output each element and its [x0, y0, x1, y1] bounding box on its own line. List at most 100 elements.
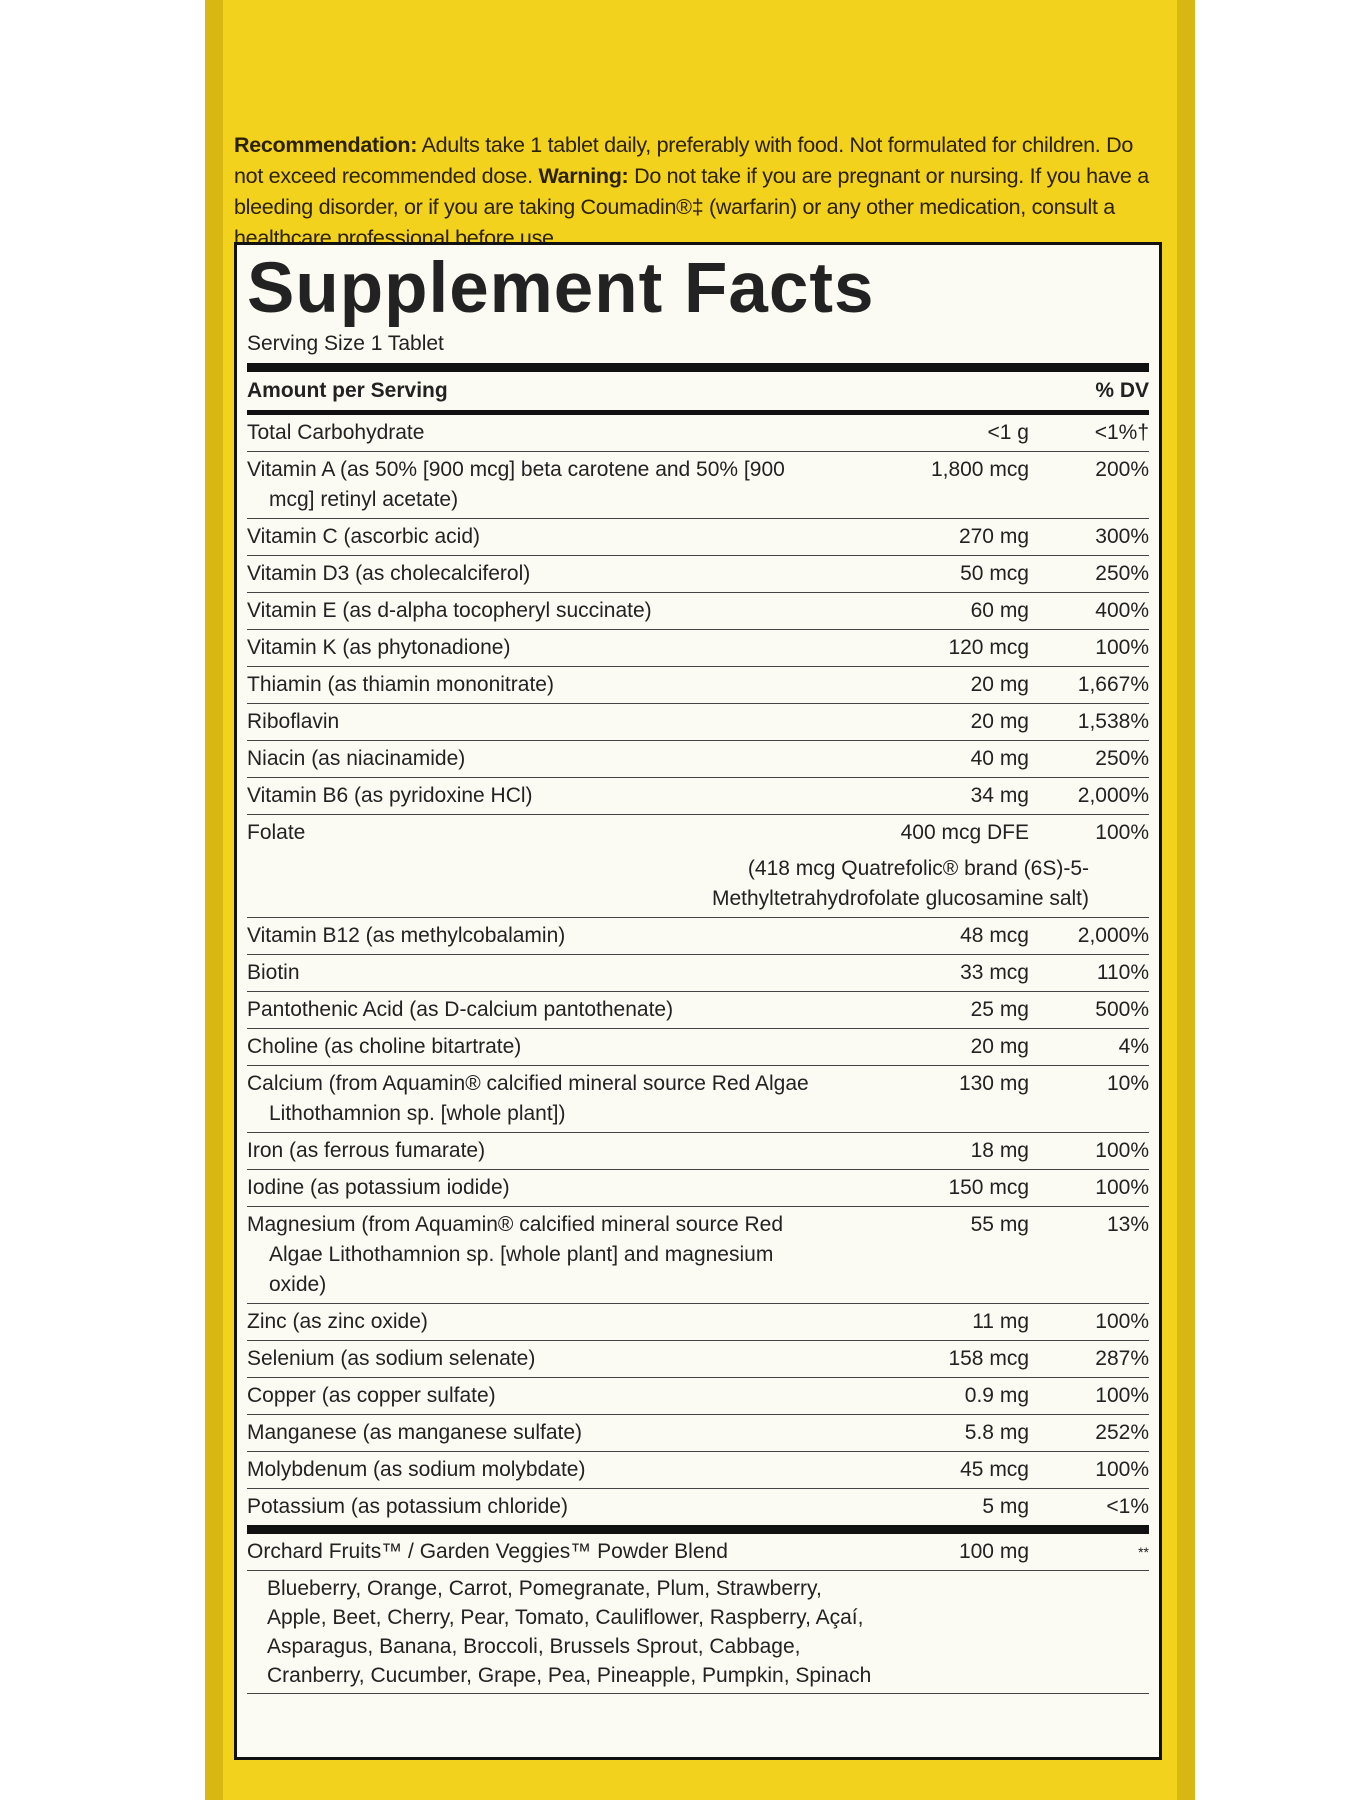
nutrient-amount: 270 mg	[958, 525, 1029, 548]
nutrient-dv: 2,000%	[1077, 924, 1149, 947]
nutrient-amount: 40 mg	[970, 747, 1029, 770]
facts-table: Amount per Serving % DV Total Carbohydrat…	[247, 372, 1149, 1694]
nutrient-name: Folate	[247, 821, 306, 844]
nutrient-amount: 120 mcg	[948, 636, 1029, 659]
nutrient-row: Iron (as ferrous fumarate) 18 mg 100%	[247, 1133, 1149, 1170]
nutrient-amount: 45 mcg	[960, 1458, 1029, 1481]
folate-note-row: (418 mcg Quatrefolic® brand (6S)-5-Methy…	[247, 851, 1149, 918]
nutrient-dv: 10%	[1106, 1072, 1149, 1095]
blend-name: Orchard Fruits™ / Garden Veggies™ Powder…	[247, 1540, 728, 1563]
nutrient-name: Niacin (as niacinamide)	[247, 747, 466, 770]
nutrient-row: Magnesium (from Aquamin® calcified miner…	[247, 1207, 1149, 1304]
nutrient-dv: 287%	[1095, 1347, 1149, 1370]
nutrient-name: Vitamin B6 (as pyridoxine HCl)	[247, 784, 533, 807]
nutrient-amount: <1 g	[987, 421, 1029, 444]
nutrient-row: Molybdenum (as sodium molybdate) 45 mcg 10…	[247, 1452, 1149, 1489]
nutrient-name: Pantothenic Acid (as D-calcium pantothen…	[247, 998, 674, 1021]
nutrient-row: Zinc (as zinc oxide) 11 mg 100%	[247, 1304, 1149, 1341]
nutrient-row: Biotin 33 mcg 110%	[247, 955, 1149, 992]
serving-size: Serving Size 1 Tablet	[247, 329, 1149, 372]
nutrient-row: Iodine (as potassium iodide) 150 mcg 100%	[247, 1170, 1149, 1207]
recommendation: Recommendation: Adults take 1 tablet dai…	[234, 130, 1159, 254]
nutrient-amount: 11 mg	[972, 1310, 1029, 1333]
nutrient-amount: 55 mg	[970, 1213, 1029, 1236]
nutrient-dv: 13%	[1106, 1213, 1149, 1236]
nutrient-amount: 5 mg	[982, 1495, 1029, 1518]
blend-ingredients-row: Blueberry, Orange, Carrot, Pomegranate, …	[247, 1571, 1149, 1694]
blend-dv: **	[1138, 1544, 1149, 1560]
nutrient-row: Selenium (as sodium selenate) 158 mcg 287%	[247, 1341, 1149, 1378]
nutrient-row: Thiamin (as thiamin mononitrate) 20 mg 1,6…	[247, 667, 1149, 704]
nutrient-name: Total Carbohydrate	[247, 421, 425, 444]
nutrient-name: Iodine (as potassium iodide)	[247, 1176, 510, 1199]
nutrient-row: Vitamin C (ascorbic acid) 270 mg 300%	[247, 519, 1149, 556]
nutrient-amount: 150 mcg	[948, 1176, 1029, 1199]
nutrient-amount: 158 mcg	[948, 1347, 1029, 1370]
nutrient-row: Riboflavin 20 mg 1,538%	[247, 704, 1149, 741]
facts-panel: Supplement Facts Serving Size 1 Tablet A…	[234, 242, 1162, 1760]
nutrient-name: Riboflavin	[247, 710, 340, 733]
nutrient-amount: 130 mg	[958, 1072, 1029, 1095]
nutrient-dv: 100%	[1095, 821, 1149, 844]
nutrient-dv: 100%	[1095, 1139, 1149, 1162]
nutrient-amount: 34 mg	[970, 784, 1029, 807]
folate-note: (418 mcg Quatrefolic® brand (6S)-5-Methy…	[711, 857, 1089, 910]
facts-title: Supplement Facts	[247, 249, 875, 328]
nutrient-row: Pantothenic Acid (as D-calcium pantothen…	[247, 992, 1149, 1029]
blend: Orchard Fruits™ / Garden Veggies™ Powder…	[247, 1530, 1149, 1694]
nutrient-amount: 5.8 mg	[964, 1421, 1029, 1444]
nutrient-name: Calcium (from Aquamin® calcified mineral…	[247, 1072, 809, 1125]
nutrient-name: Vitamin A (as 50% [900 mcg] beta caroten…	[247, 458, 785, 511]
nutrient-name: Zinc (as zinc oxide)	[247, 1310, 428, 1333]
nutrient-dv: 100%	[1095, 1384, 1149, 1407]
nutrient-row: Vitamin D3 (as cholecalciferol) 50 mcg 250…	[247, 556, 1149, 593]
nutrient-dv: 250%	[1095, 747, 1149, 770]
nutrient-amount: 20 mg	[970, 1035, 1029, 1058]
nutrient-dv: 1,667%	[1077, 673, 1149, 696]
warning-text: Do not take if you are pregnant or nursi…	[234, 163, 1149, 250]
nutrient-name: Iron (as ferrous fumarate)	[247, 1139, 486, 1162]
box-edge	[1177, 0, 1195, 1800]
nutrient-row: Vitamin B6 (as pyridoxine HCl) 34 mg 2,000…	[247, 778, 1149, 815]
nutrient-row: Vitamin K (as phytonadione) 120 mcg 100%	[247, 630, 1149, 667]
nutrient-dv: 2,000%	[1077, 784, 1149, 807]
nutrient-row: Copper (as copper sulfate) 0.9 mg 100%	[247, 1378, 1149, 1415]
nutrient-dv: 100%	[1095, 1176, 1149, 1199]
nutrient-name: Vitamin C (ascorbic acid)	[247, 525, 481, 548]
nutrient-dv: 100%	[1095, 1310, 1149, 1333]
nutrient-amount: 0.9 mg	[964, 1384, 1029, 1407]
nutrient-name: Choline (as choline bitartrate)	[247, 1035, 522, 1058]
nutrient-dv: <1%	[1106, 1495, 1149, 1518]
nutrient-row: Niacin (as niacinamide) 40 mg 250%	[247, 741, 1149, 778]
nutrient-row: Manganese (as manganese sulfate) 5.8 mg 25…	[247, 1415, 1149, 1452]
header-amount: Amount per Serving	[247, 379, 448, 402]
nutrient-name: Vitamin D3 (as cholecalciferol)	[247, 562, 531, 585]
nutrient-dv: 400%	[1095, 599, 1149, 622]
box-edge	[205, 0, 223, 1800]
nutrient-row: Folate 400 mcg DFE 100%	[247, 815, 1149, 852]
nutrient-name: Magnesium (from Aquamin® calcified miner…	[247, 1213, 784, 1296]
nutrient-row: Vitamin E (as d-alpha tocopheryl succina…	[247, 593, 1149, 630]
nutrient-amount: 33 mcg	[960, 961, 1029, 984]
nutrient-row: Potassium (as potassium chloride) 5 mg <1%	[247, 1489, 1149, 1530]
nutrient-name: Vitamin E (as d-alpha tocopheryl succina…	[247, 599, 652, 622]
nutrient-name: Vitamin B12 (as methylcobalamin)	[247, 924, 566, 947]
blend-amount: 100 mg	[958, 1540, 1029, 1563]
blend-ingredients: Blueberry, Orange, Carrot, Pomegranate, …	[267, 1577, 872, 1687]
nutrient-row: Calcium (from Aquamin® calcified mineral…	[247, 1066, 1149, 1133]
nutrient-amount: 20 mg	[970, 673, 1029, 696]
nutrient-row: Total Carbohydrate <1 g <1%†	[247, 413, 1149, 452]
nutrient-row: Vitamin B12 (as methylcobalamin) 48 mcg 2,…	[247, 918, 1149, 955]
nutrient-dv: 252%	[1095, 1421, 1149, 1444]
warning-label: Warning:	[538, 163, 629, 188]
rows: Total Carbohydrate <1 g <1%† Vitamin A (as …	[247, 413, 1149, 1530]
nutrient-dv: 250%	[1095, 562, 1149, 585]
nutrient-dv: 200%	[1095, 458, 1149, 481]
nutrient-amount: 50 mcg	[960, 562, 1029, 585]
blend-row: Orchard Fruits™ / Garden Veggies™ Powder…	[247, 1530, 1149, 1571]
nutrient-dv: 500%	[1095, 998, 1149, 1021]
nutrient-amount: 18 mg	[970, 1139, 1029, 1162]
nutrient-name: Potassium (as potassium chloride)	[247, 1495, 568, 1518]
nutrient-amount: 1,800 mcg	[930, 458, 1029, 481]
